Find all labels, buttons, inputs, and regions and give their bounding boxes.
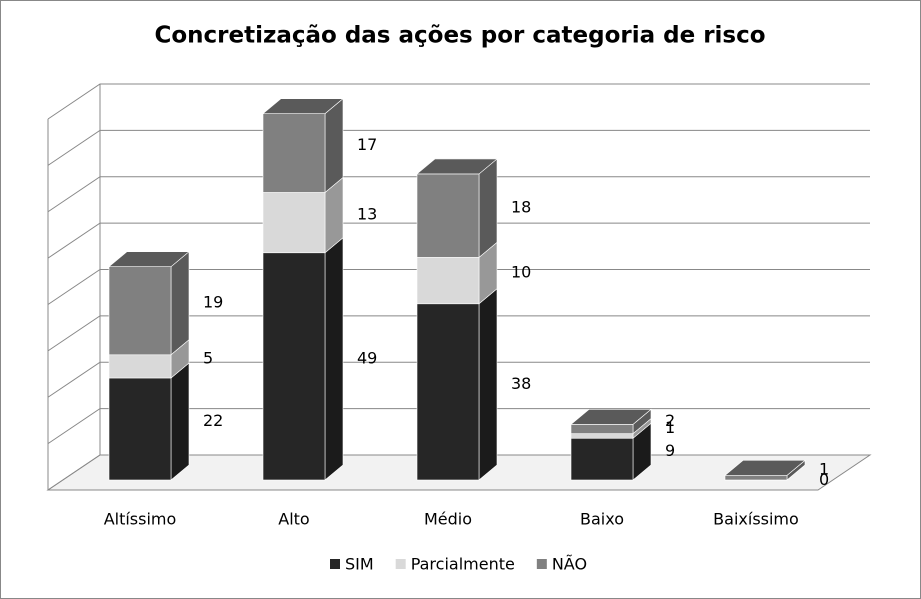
x-tick-label: Altíssimo: [104, 510, 177, 529]
bar-top: [416, 158, 498, 175]
data-label: 19: [203, 293, 223, 312]
bar-segment: [108, 354, 172, 379]
bar-segment: [570, 437, 634, 481]
data-label: 13: [357, 205, 377, 224]
bar-segment: [108, 377, 172, 481]
legend-label: Parcialmente: [411, 555, 515, 574]
bar-top: [570, 409, 652, 425]
bar-side: [324, 237, 344, 481]
data-label: 2: [665, 411, 675, 430]
x-tick-label: Baixíssimo: [713, 510, 799, 529]
data-label: 38: [511, 374, 531, 393]
chart-title: Concretização das ações por categoria de…: [154, 23, 765, 49]
bar-segment: [416, 173, 480, 258]
grid-line: [47, 222, 870, 259]
bar-segment: [262, 252, 326, 481]
bar-side: [324, 97, 344, 194]
grid-line: [47, 83, 870, 120]
bar-side: [478, 158, 498, 259]
legend-label: NÃO: [552, 555, 587, 574]
legend-swatch: [395, 559, 406, 569]
x-tick-label: Alto: [278, 510, 309, 529]
bar-segment: [262, 113, 326, 193]
legend-swatch: [330, 559, 340, 569]
bar-segment: [724, 475, 788, 481]
grid-line: [47, 408, 870, 445]
data-label: 9: [665, 441, 675, 460]
bar-side: [478, 288, 498, 481]
data-label: 22: [203, 411, 223, 430]
bar-segment: [416, 303, 480, 481]
bar-top: [724, 460, 806, 476]
grid-line: [47, 269, 870, 305]
data-label: 0: [819, 470, 829, 489]
grid-line: [47, 176, 870, 213]
bar-side: [170, 251, 190, 356]
bar-segment: [262, 192, 326, 254]
bar-segment: [570, 433, 634, 439]
grid-line: [47, 129, 870, 166]
grid-line: [47, 361, 870, 398]
data-label: 18: [511, 198, 531, 217]
data-label: 5: [203, 348, 213, 367]
legend-label: SIM: [345, 555, 374, 574]
data-label: 10: [511, 263, 531, 282]
x-tick-label: Baixo: [580, 510, 624, 529]
x-tick-label: Médio: [424, 510, 472, 529]
bar-top: [108, 251, 190, 267]
bar-top: [262, 98, 344, 114]
bar-segment: [416, 257, 480, 305]
bar-segment: [570, 424, 634, 434]
data-label: 1: [819, 460, 829, 479]
data-label: 49: [357, 348, 377, 367]
legend-swatch: [536, 559, 547, 569]
grid-line: [47, 315, 870, 352]
bar-side: [170, 362, 190, 481]
data-label: 17: [357, 135, 377, 154]
bar-segment: [108, 266, 172, 356]
data-label: 1: [665, 418, 675, 437]
